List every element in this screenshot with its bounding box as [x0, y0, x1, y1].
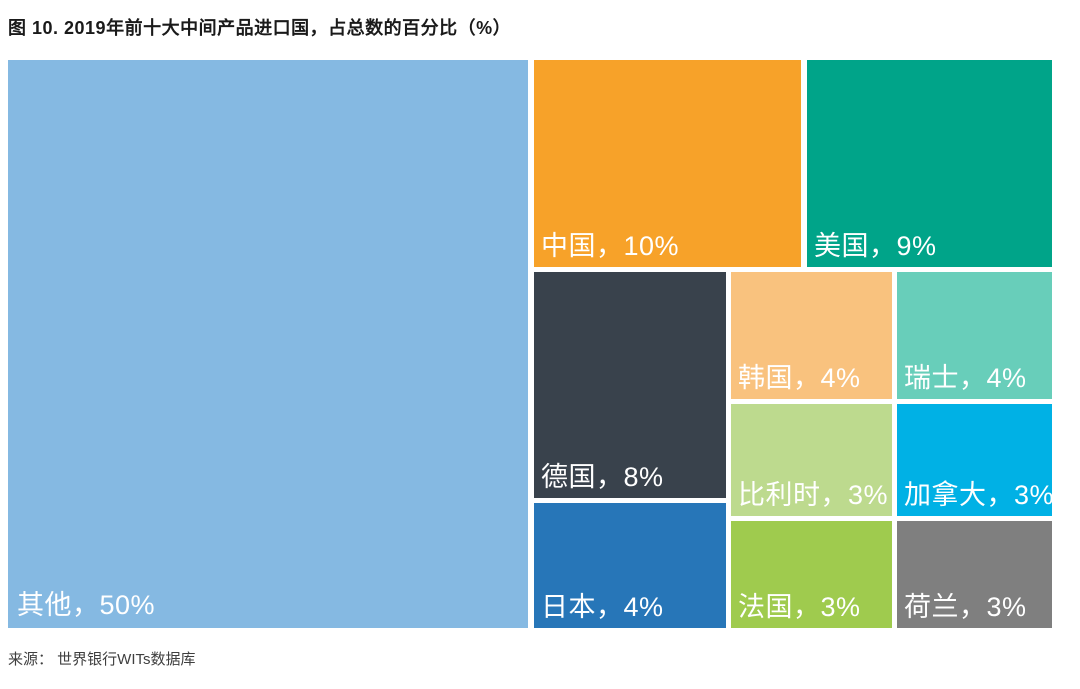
treemap-cell-label-china: 中国，10%: [541, 231, 680, 261]
treemap-cell-usa: 美国，9%: [807, 60, 1052, 267]
treemap-cell-others: 其他，50%: [8, 60, 528, 628]
treemap-cell-china: 中国，10%: [534, 60, 801, 267]
treemap-cell-label-belgium: 比利时，3%: [738, 480, 889, 510]
treemap-cell-label-usa: 美国，9%: [814, 231, 937, 261]
treemap-cell-france: 法国，3%: [731, 521, 892, 628]
treemap-cell-label-germany: 德国，8%: [541, 462, 664, 492]
figure-title: 图 10. 2019年前十大中间产品进口国，占总数的百分比（%）: [8, 18, 512, 38]
treemap-cell-switzerland: 瑞士，4%: [897, 272, 1052, 399]
treemap-cell-korea: 韩国，4%: [731, 272, 892, 399]
treemap-cell-japan: 日本，4%: [534, 503, 726, 628]
treemap-cell-label-others: 其他，50%: [17, 590, 156, 620]
treemap-cell-label-korea: 韩国，4%: [738, 363, 861, 393]
treemap-cell-label-canada: 加拿大，3%: [904, 480, 1052, 510]
treemap-cell-netherlands: 荷兰，3%: [897, 521, 1052, 628]
treemap-cell-canada: 加拿大，3%: [897, 404, 1052, 516]
treemap-cell-label-switzerland: 瑞士，4%: [904, 363, 1027, 393]
treemap-cell-germany: 德国，8%: [534, 272, 726, 498]
treemap-cell-label-france: 法国，3%: [738, 592, 861, 622]
source-note: 来源： 世界银行WITs数据库: [8, 651, 196, 668]
treemap-cell-label-japan: 日本，4%: [541, 592, 664, 622]
treemap-cell-label-netherlands: 荷兰，3%: [904, 592, 1027, 622]
treemap-cell-belgium: 比利时，3%: [731, 404, 892, 516]
